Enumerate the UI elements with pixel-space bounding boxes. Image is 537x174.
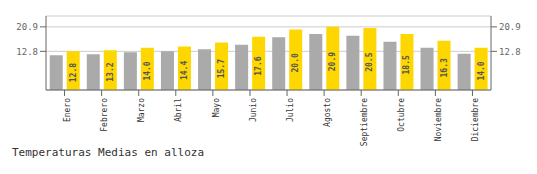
- svg-text:20.5: 20.5: [365, 52, 374, 71]
- svg-text:13.2: 13.2: [106, 62, 115, 81]
- svg-text:14.4: 14.4: [180, 61, 189, 80]
- svg-text:Febrero: Febrero: [100, 98, 109, 132]
- svg-text:Enero: Enero: [63, 98, 72, 122]
- html-text:Temperaturas Medias en alloza: Temperaturas Medias en alloza: [12, 146, 205, 159]
- svg-text:Noviembre: Noviembre: [434, 98, 443, 142]
- svg-text:Agosto: Agosto: [323, 98, 332, 127]
- svg-text:Octubre: Octubre: [397, 98, 406, 132]
- svg-text:14.0: 14.0: [477, 61, 486, 80]
- svg-text:16.3: 16.3: [440, 58, 449, 77]
- svg-text:12.8: 12.8: [499, 47, 521, 57]
- svg-text:18.5: 18.5: [402, 55, 411, 74]
- svg-text:20.9: 20.9: [16, 22, 38, 32]
- svg-text:Julio: Julio: [286, 98, 295, 122]
- svg-text:Septiembre: Septiembre: [360, 98, 369, 146]
- svg-text:Marzo: Marzo: [137, 98, 146, 122]
- svg-text:15.7: 15.7: [217, 59, 226, 78]
- svg-text:12.8: 12.8: [16, 47, 38, 57]
- svg-text:20.0: 20.0: [291, 53, 300, 72]
- svg-text:Junio: Junio: [249, 98, 258, 122]
- svg-text:20.9: 20.9: [328, 52, 337, 71]
- svg-text:17.6: 17.6: [254, 56, 263, 75]
- svg-text:Abril: Abril: [174, 98, 183, 122]
- svg-text:Diciembre: Diciembre: [471, 98, 480, 142]
- svg-text:Mayo: Mayo: [212, 98, 221, 117]
- svg-text:12.8: 12.8: [69, 63, 78, 82]
- svg-text:20.9: 20.9: [499, 22, 521, 32]
- svg-text:14.0: 14.0: [143, 61, 152, 80]
